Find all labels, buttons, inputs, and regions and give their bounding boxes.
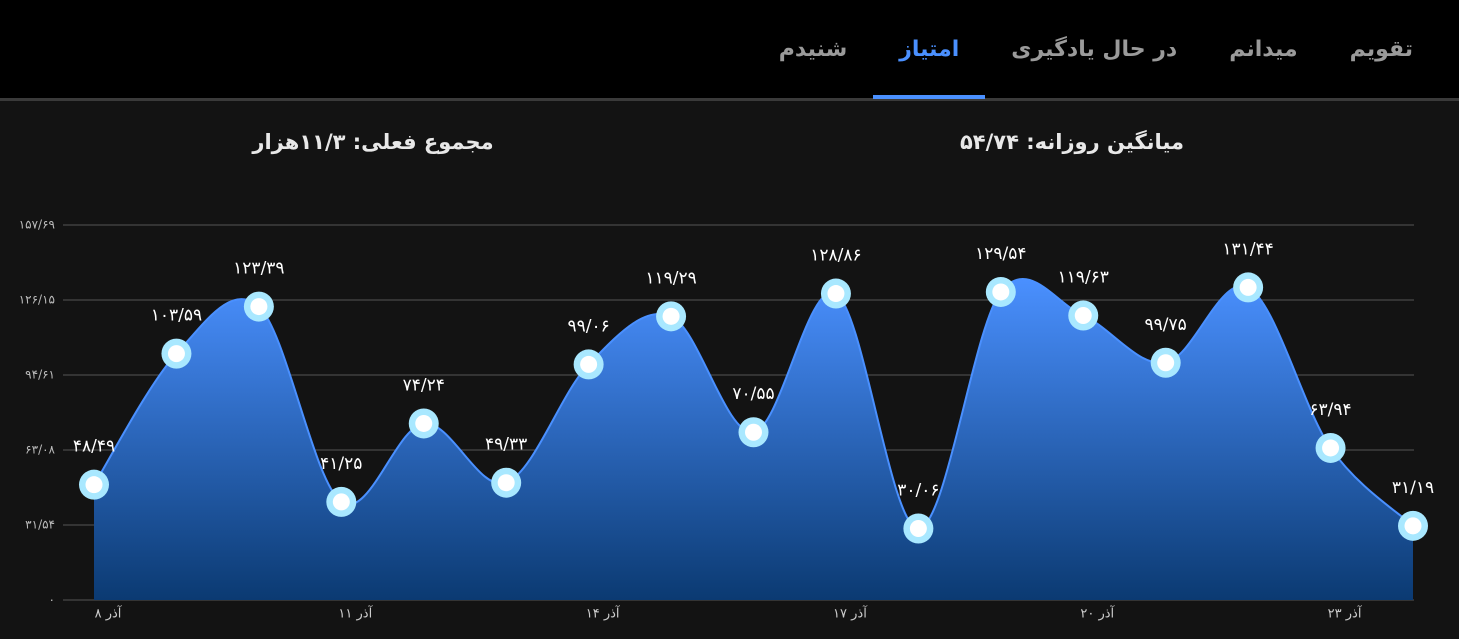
y-tick-label: ۱۲۶/۱۵: [19, 293, 55, 307]
point-center: [909, 520, 927, 538]
y-tick-label: ۱۵۷/۶۹: [19, 218, 55, 232]
value-label: ۱۲۳/۳۹: [233, 259, 284, 279]
value-label: ۳۱/۱۹: [1392, 478, 1434, 498]
value-label: ۹۹/۰۶: [567, 316, 609, 336]
value-label: ۳۰/۰۶: [897, 481, 939, 501]
y-tick-label: ۹۴/۶۱: [25, 368, 55, 382]
tab[interactable]: شنیدم: [778, 37, 848, 62]
value-label: ۴۹/۳۳: [485, 435, 527, 455]
y-tick-label: ۳۱/۵۴: [25, 517, 55, 531]
point-center: [1322, 439, 1340, 457]
point-center: [662, 307, 680, 325]
point-center: [332, 493, 350, 511]
x-tick-label: ۱۱ آذر: [338, 605, 373, 622]
tab[interactable]: میدانم: [1229, 37, 1298, 62]
point-center: [827, 285, 845, 303]
tab[interactable]: امتیاز: [873, 0, 986, 99]
point-center: [992, 283, 1010, 301]
x-tick-label: ۸ آذر: [95, 605, 123, 622]
value-label: ۹۹/۷۵: [1145, 315, 1187, 335]
x-tick-label: ۱۴ آذر: [586, 605, 621, 622]
y-tick-label: ۰: [49, 593, 55, 607]
point-center: [745, 423, 762, 441]
point-center: [250, 298, 268, 316]
value-label: ۱۱۹/۲۹: [645, 268, 696, 288]
y-tick-label: ۶۳/۰۸: [25, 442, 55, 456]
current-total: مجموع فعلی: ۱۱/۳هزار: [251, 130, 493, 154]
point-center: [1157, 354, 1175, 372]
line: [93, 277, 1414, 530]
value-label: ۱۰۳/۵۹: [151, 306, 202, 326]
point-center: [1074, 307, 1092, 325]
tab[interactable]: تقویم: [1349, 37, 1413, 62]
point-center: [580, 355, 598, 373]
tab-bar: تقویم میدانم در حال یادگیری امتیاز شنیدم: [0, 0, 1459, 101]
point-center: [1239, 278, 1257, 296]
tab[interactable]: در حال یادگیری: [1011, 37, 1178, 62]
value-label: ۱۲۸/۸۶: [810, 246, 861, 266]
point-center: [1404, 517, 1422, 535]
value-label: ۱۳۱/۴۴: [1222, 239, 1273, 259]
value-label: ۱۱۹/۶۳: [1058, 268, 1109, 288]
value-label: ۴۱/۲۵: [320, 454, 362, 474]
value-label: ۷۴/۲۴: [403, 375, 445, 395]
value-label: ۴۸/۴۹: [73, 437, 115, 457]
value-label: ۷۰/۵۵: [732, 384, 774, 404]
daily-average: میانگین روزانه: ۵۴/۷۴: [960, 129, 1184, 154]
x-tick-label: ۱۷ آذر: [833, 605, 868, 622]
point-center: [85, 476, 103, 494]
x-tick-label: ۲۳ آذر: [1328, 605, 1363, 622]
point-center: [167, 345, 185, 363]
x-tick-label: ۲۰ آذر: [1080, 605, 1115, 622]
tabs: تقویم میدانم در حال یادگیری امتیاز شنیدم: [753, 0, 1439, 99]
value-label: ۱۲۹/۵۴: [975, 244, 1026, 264]
value-label: ۶۳/۹۴: [1309, 400, 1351, 420]
point-center: [497, 474, 515, 492]
point-center: [415, 414, 433, 432]
